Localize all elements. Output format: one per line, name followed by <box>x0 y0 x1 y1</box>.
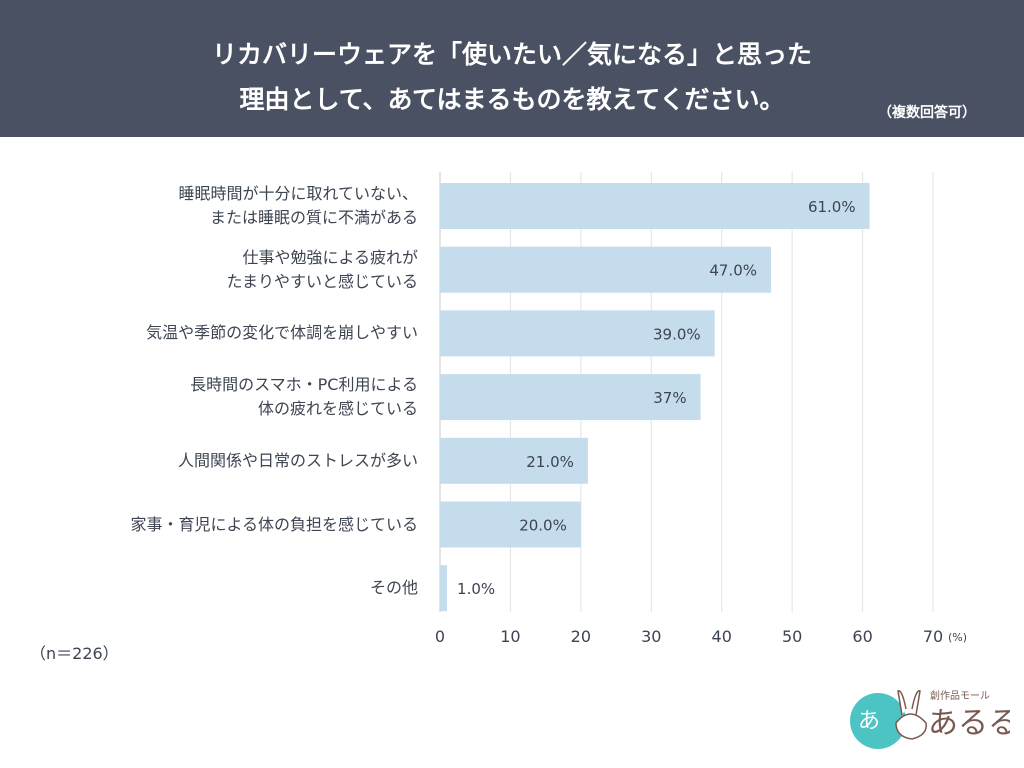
bar <box>440 374 701 421</box>
bar <box>440 246 772 293</box>
rabbit-icon <box>895 690 927 740</box>
x-tick-label: 40 <box>712 627 732 646</box>
x-tick-label: 0 <box>435 627 445 646</box>
data-label: 37% <box>653 389 686 407</box>
category-label: 長時間のスマホ・PC利用による 体の疲れを感じている <box>190 375 418 419</box>
data-label: 39.0% <box>653 325 701 343</box>
data-label: 20.0% <box>519 517 567 535</box>
category-label: その他 <box>369 578 418 598</box>
x-tick-label: 30 <box>641 627 661 646</box>
title-banner: リカバリーウェアを「使いたい／気になる」と思った 理由として、あてはまるものを教… <box>0 0 1024 137</box>
title-line-1: リカバリーウェアを「使いたい／気になる」と思った <box>211 40 812 69</box>
title-line-2: 理由として、あてはまるものを教えてください。 <box>239 85 785 114</box>
data-label: 61.0% <box>808 198 856 216</box>
logo: あ 創作品モール あるる <box>850 690 1010 749</box>
svg-text:あ: あ <box>858 709 880 734</box>
sample-size: （n＝226） <box>30 644 119 663</box>
data-label: 1.0% <box>457 580 495 598</box>
bar <box>440 437 588 484</box>
data-label: 21.0% <box>526 453 574 471</box>
bar <box>440 183 870 229</box>
svg-text:創作品モール: 創作品モール <box>930 690 990 702</box>
x-tick-label: 50 <box>782 627 802 646</box>
x-tick-label: 10 <box>500 627 520 646</box>
logo-brand: あるる <box>928 706 1010 741</box>
bar <box>440 501 581 548</box>
x-tick-label: 60 <box>852 627 872 646</box>
x-tick-label: 70 <box>923 627 943 646</box>
category-label: 人間関係や日常のストレスが多い <box>177 450 418 470</box>
category-label: 家事・育児による体の負担を感じている <box>130 514 418 534</box>
bar <box>440 565 448 612</box>
x-tick-label: 20 <box>571 627 591 646</box>
bar <box>440 310 715 357</box>
category-label: 仕事や勉強による疲れが たまりやすいと感じている <box>226 247 418 291</box>
category-label: 睡眠時間が十分に取れていない、 または睡眠の質に不満がある <box>178 184 418 227</box>
data-label: 47.0% <box>709 262 757 280</box>
logo-circle <box>850 693 906 749</box>
category-label: 気温や季節の変化で体調を崩しやすい <box>146 323 418 343</box>
multiple-answer-note: （複数回答可） <box>878 105 976 121</box>
x-unit-label: (%) <box>948 631 967 644</box>
